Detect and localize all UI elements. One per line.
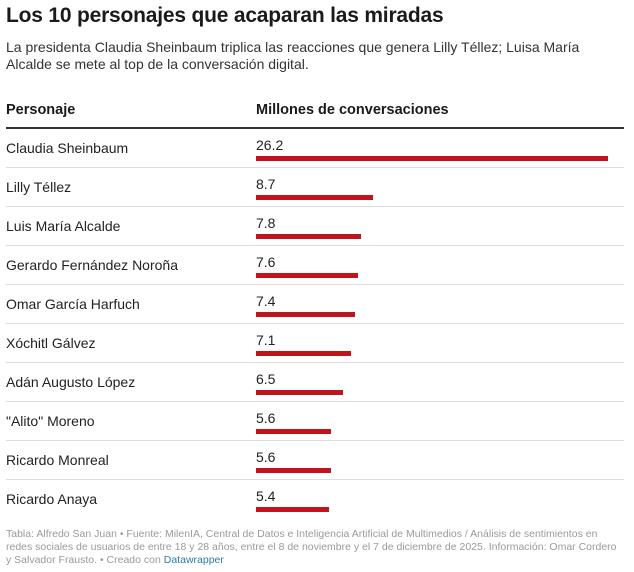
row-name: "Alito" Moreno	[6, 413, 95, 429]
bar-value-label: 8.7	[256, 176, 276, 192]
chart-footer: Tabla: Alfredo San Juan • Fuente: MilenI…	[6, 528, 622, 567]
row-name: Claudia Sheinbaum	[6, 140, 129, 156]
bar	[256, 468, 332, 473]
chart-title: Los 10 personajes que acaparan las mirad…	[6, 4, 444, 27]
table-row: Lilly Téllez 8.7	[6, 168, 624, 207]
table-row: Ricardo Monreal 5.6	[6, 441, 624, 480]
bar	[256, 273, 359, 278]
row-name: Ricardo Anaya	[6, 491, 98, 507]
bar	[256, 195, 373, 200]
bar-value-label: 7.8	[256, 215, 276, 231]
row-name: Adán Augusto López	[6, 374, 136, 390]
bar	[256, 234, 361, 239]
row-name: Xóchitl Gálvez	[6, 335, 96, 351]
datawrapper-link[interactable]: Datawrapper	[163, 554, 224, 566]
column-header-value: Millones de conversaciones	[256, 102, 449, 118]
table-row: Gerardo Fernández Noroña 7.6	[6, 246, 624, 285]
bar	[256, 507, 329, 512]
bar-value-label: 7.1	[256, 332, 276, 348]
bar	[256, 429, 332, 434]
bar-value-label: 5.6	[256, 449, 276, 465]
row-name: Luis María Alcalde	[6, 218, 121, 234]
bar-value-label: 5.6	[256, 410, 276, 426]
bar	[256, 312, 356, 317]
table-row: Adán Augusto López 6.5	[6, 363, 624, 402]
row-name: Gerardo Fernández Noroña	[6, 257, 178, 273]
table-row: Xóchitl Gálvez 7.1	[6, 324, 624, 363]
table-row: "Alito" Moreno 5.6	[6, 402, 624, 441]
table-row: Luis María Alcalde 7.8	[6, 207, 624, 246]
row-name: Ricardo Monreal	[6, 452, 109, 468]
bar-value-label: 26.2	[256, 137, 284, 153]
bar-value-label: 7.4	[256, 293, 276, 309]
row-name: Lilly Téllez	[6, 179, 72, 195]
row-name: Omar García Harfuch	[6, 296, 140, 312]
table-row: Omar García Harfuch 7.4	[6, 285, 624, 324]
footer-text: Tabla: Alfredo San Juan • Fuente: MilenI…	[6, 528, 617, 566]
column-header-name: Personaje	[6, 102, 76, 118]
table-row: Ricardo Anaya 5.4	[6, 480, 624, 518]
bar	[256, 156, 608, 161]
bar-value-label: 7.6	[256, 254, 276, 270]
bar	[256, 351, 352, 356]
chart-subtitle: La presidenta Claudia Sheinbaum triplica…	[6, 39, 580, 72]
bar-value-label: 5.4	[256, 488, 276, 504]
table-body: Claudia Sheinbaum 26.2 Lilly Téllez 8.7 Luis…	[6, 129, 624, 518]
header-rule	[6, 127, 624, 129]
bar	[256, 390, 344, 395]
table-row: Claudia Sheinbaum 26.2	[6, 129, 624, 168]
bar-value-label: 6.5	[256, 371, 276, 387]
